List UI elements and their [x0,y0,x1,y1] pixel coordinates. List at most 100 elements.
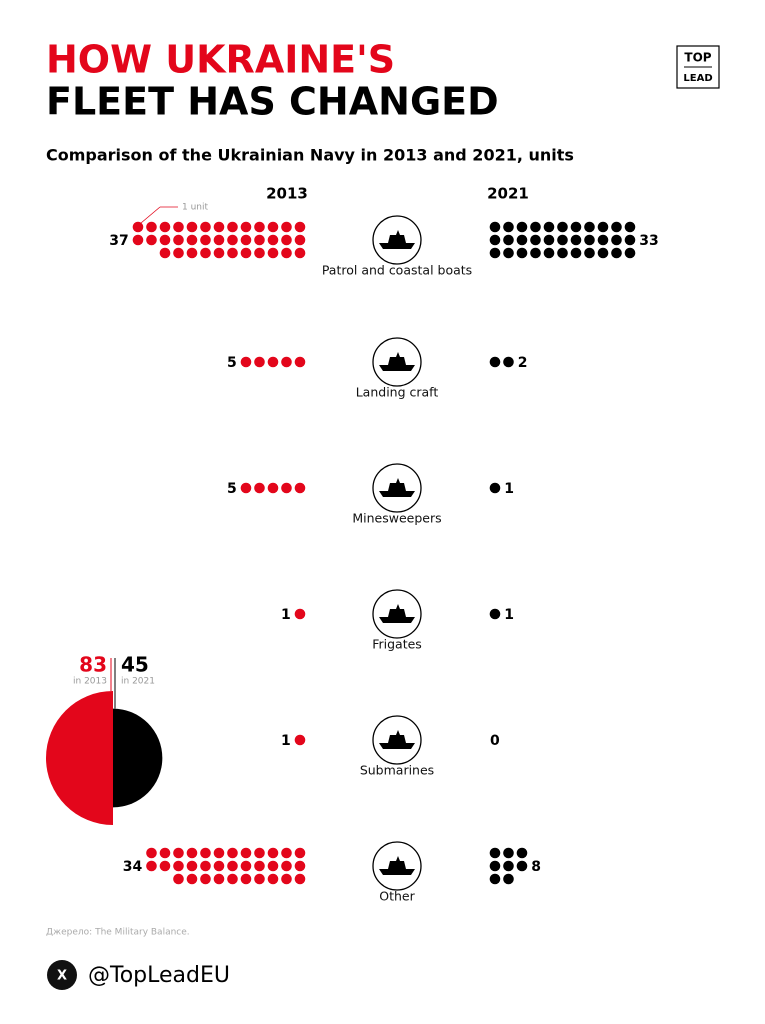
unit-dot [489,247,501,259]
unit-dot [227,221,238,233]
unit-dot [159,221,171,233]
ship-icon [379,604,415,623]
unit-dot [503,356,514,368]
unit-dot [503,860,514,872]
unit-dot [213,873,225,885]
unit-dot [200,221,211,233]
unit-dot [516,221,528,233]
ship-icon [379,478,415,497]
unit-dot [213,221,225,233]
logo-text: TOP [684,51,711,65]
unit-dot [159,247,171,259]
dot-group [294,608,306,620]
unit-dot [281,847,292,859]
category-label: Minesweepers [352,511,441,526]
unit-dot [267,847,279,859]
unit-dot [254,234,265,246]
unit-dot [597,247,609,259]
logo-text: LEAD [683,73,712,84]
handle[interactable]: @TopLeadEU [88,963,230,988]
half-circle [46,691,113,825]
dot-group [240,482,306,494]
unit-dot [530,234,541,246]
unit-dot [489,482,501,494]
unit-dot [294,482,306,494]
ship-icon [379,856,415,875]
unit-dot [624,234,636,246]
value-label: 8 [531,859,541,875]
unit-dot [227,873,238,885]
source: Джерело: The Military Balance. [46,928,190,938]
unit-dot [557,221,568,233]
dot-group [489,847,528,885]
unit-dot [570,221,582,233]
unit-dot [557,247,568,259]
unit-dot [213,247,225,259]
title-line: FLEET HAS CHANGED [46,80,499,124]
legend-label: 2021 [487,185,529,203]
unit-dot [584,247,595,259]
unit-dot [584,234,595,246]
category-label: Submarines [360,763,434,778]
unit-dot [240,847,252,859]
total-label: 45 [121,653,149,677]
unit-dot [281,356,292,368]
unit-dot [584,221,595,233]
value-label: 33 [639,233,658,249]
unit-dot [294,873,306,885]
unit-dot [597,221,609,233]
unit-dot [254,356,265,368]
unit-dot [503,847,514,859]
unit-dot [173,247,184,259]
unit-dot [294,860,306,872]
unit-dot [186,873,198,885]
unit-dot [294,221,306,233]
total-label: 83 [79,653,107,677]
unit-dot [159,860,171,872]
unit-dot [267,247,279,259]
unit-dot [200,873,211,885]
unit-dot [543,221,555,233]
dot-group [240,356,306,368]
unit-dot [489,860,501,872]
unit-dot [254,247,265,259]
unit-dot [146,860,157,872]
dot-group [132,221,306,259]
unit-dot [516,234,528,246]
title-line: HOW UKRAINE'S [46,38,395,82]
unit-dot [254,873,265,885]
unit-dot [530,221,541,233]
value-label: 5 [227,355,237,371]
unit-dot [530,247,541,259]
legend-label: 2013 [266,185,308,203]
unit-dot [200,247,211,259]
unit-dot [240,247,252,259]
unit-dot [200,234,211,246]
unit-dot [267,860,279,872]
unit-dot [503,221,514,233]
unit-dot [281,247,292,259]
category-label: Landing craft [356,385,439,400]
unit-dot [254,482,265,494]
unit-dot [159,234,171,246]
unit-dot [146,234,157,246]
unit-dot [186,247,198,259]
unit-dot [240,234,252,246]
unit-dot [186,860,198,872]
unit-dot [173,860,184,872]
x-icon[interactable] [47,960,77,990]
unit-dot [624,221,636,233]
unit-dot [516,847,528,859]
unit-dot [294,608,306,620]
unit-dot [294,247,306,259]
x-icon-text[interactable]: X [57,969,67,984]
total-caption: in 2013 [73,677,107,687]
unit-dot [200,847,211,859]
logo-box [676,45,720,89]
category-label: Other [379,889,415,904]
ship-icon [379,352,415,371]
unit-dot [173,221,184,233]
value-label: 1 [281,733,291,749]
unit-dot [516,860,528,872]
